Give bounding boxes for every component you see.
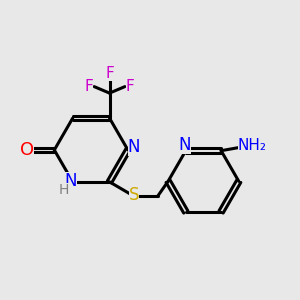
Text: S: S (129, 186, 140, 204)
Text: F: F (126, 79, 134, 94)
Text: N: N (178, 136, 190, 154)
Text: NH₂: NH₂ (238, 138, 267, 153)
Text: N: N (64, 172, 76, 190)
Text: F: F (105, 66, 114, 81)
Text: H: H (59, 183, 69, 197)
Text: F: F (85, 79, 93, 94)
Text: N: N (128, 138, 140, 156)
Text: O: O (20, 141, 34, 159)
